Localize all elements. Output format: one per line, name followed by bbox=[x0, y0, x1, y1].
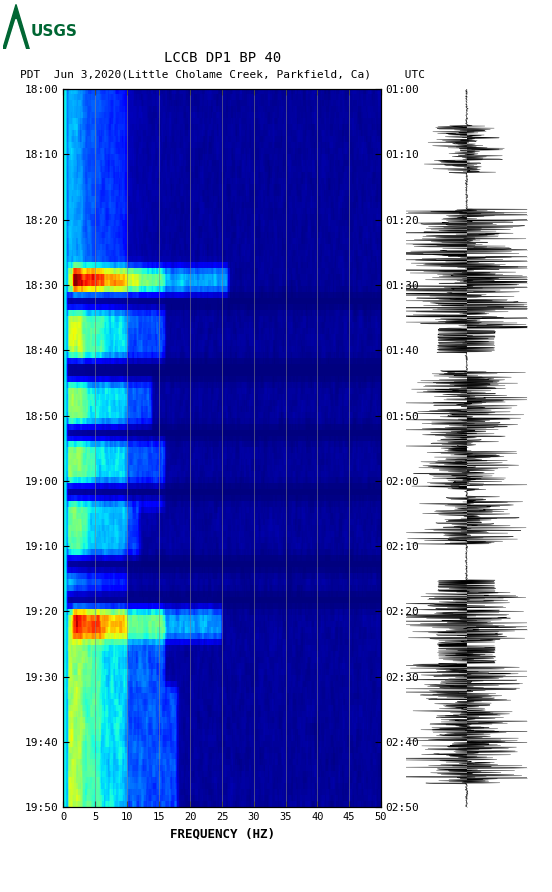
Text: PDT  Jun 3,2020(Little Cholame Creek, Parkfield, Ca)     UTC: PDT Jun 3,2020(Little Cholame Creek, Par… bbox=[20, 69, 424, 79]
Polygon shape bbox=[7, 20, 25, 49]
Text: LCCB DP1 BP 40: LCCB DP1 BP 40 bbox=[163, 51, 281, 65]
X-axis label: FREQUENCY (HZ): FREQUENCY (HZ) bbox=[169, 828, 275, 840]
Text: USGS: USGS bbox=[30, 24, 77, 38]
Polygon shape bbox=[3, 4, 29, 49]
